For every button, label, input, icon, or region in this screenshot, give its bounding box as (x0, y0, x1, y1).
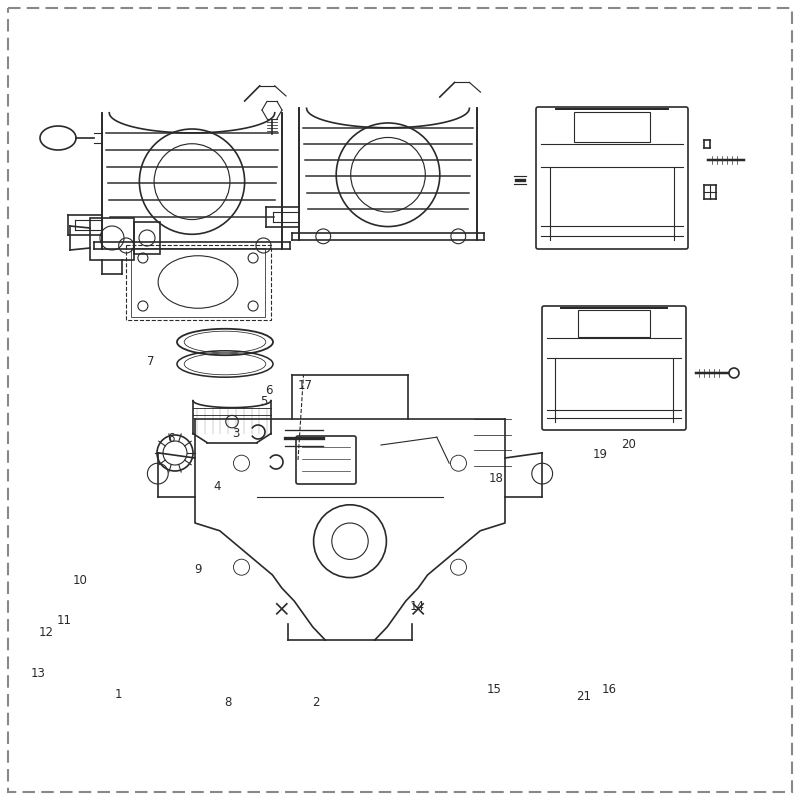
Text: 3: 3 (232, 427, 240, 440)
Text: 21: 21 (577, 690, 591, 702)
Bar (574, 112, 650, 142)
Text: 14: 14 (410, 600, 425, 613)
Text: 12: 12 (39, 626, 54, 638)
Text: 19: 19 (593, 448, 607, 461)
Text: 15: 15 (487, 683, 502, 696)
Text: 5: 5 (260, 395, 268, 408)
Bar (126, 245, 270, 319)
Bar (134, 222, 160, 254)
Text: 6: 6 (265, 384, 273, 397)
Text: 10: 10 (73, 574, 87, 587)
Text: 8: 8 (224, 696, 232, 709)
Text: 13: 13 (31, 667, 46, 680)
Text: 6: 6 (166, 432, 174, 445)
Bar (131, 247, 265, 317)
Text: 16: 16 (602, 683, 617, 696)
Text: 9: 9 (194, 563, 202, 576)
Text: 17: 17 (298, 379, 313, 392)
Text: 20: 20 (622, 438, 636, 450)
Bar (578, 310, 650, 337)
Bar (90, 218, 134, 260)
Text: 2: 2 (312, 696, 320, 709)
Text: 4: 4 (214, 480, 222, 493)
Text: 7: 7 (146, 355, 154, 368)
Text: 1: 1 (114, 688, 122, 701)
Text: 11: 11 (57, 614, 71, 627)
Text: 18: 18 (489, 472, 503, 485)
